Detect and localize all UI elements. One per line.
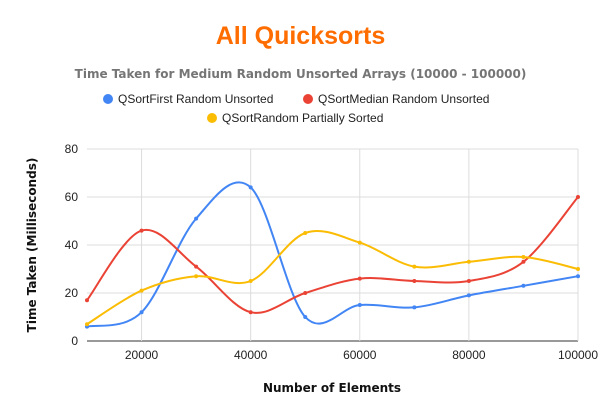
- data-point: [521, 255, 526, 259]
- series-line-3: [86, 230, 579, 326]
- y-axis-ticks: 0 20 40 60 80: [65, 142, 79, 348]
- data-point: [85, 298, 89, 303]
- data-point: [194, 274, 199, 279]
- data-point: [139, 228, 144, 233]
- x-tick-label: 80000: [452, 348, 486, 362]
- series-lines: [86, 181, 579, 328]
- data-point: [357, 276, 362, 281]
- legend-label: QSortRandom Partially Sorted: [222, 111, 383, 125]
- data-point: [139, 288, 144, 293]
- data-point: [248, 310, 253, 315]
- data-point: [412, 279, 417, 283]
- data-point: [357, 240, 362, 245]
- data-point: [357, 303, 362, 307]
- legend-label: QSortMedian Random Unsorted: [318, 92, 489, 106]
- data-point: [521, 283, 526, 288]
- data-point: [85, 322, 89, 327]
- data-point: [194, 264, 199, 269]
- data-point: [194, 216, 199, 221]
- data-point: [466, 293, 471, 298]
- x-tick-label: 40000: [234, 348, 268, 362]
- legend-marker: [103, 94, 113, 104]
- data-point: [576, 274, 580, 279]
- series-line-1: [86, 181, 579, 328]
- data-point: [521, 259, 526, 264]
- data-point: [466, 279, 471, 283]
- data-point: [303, 231, 308, 235]
- data-point: [576, 195, 580, 199]
- chart-subtitle: Time Taken for Medium Random Unsorted Ar…: [74, 67, 527, 81]
- series-points: [85, 185, 580, 329]
- data-point: [466, 259, 471, 264]
- data-point: [576, 267, 580, 271]
- data-point: [248, 279, 253, 283]
- data-point: [139, 310, 144, 315]
- data-point: [412, 264, 417, 269]
- data-point: [412, 305, 417, 310]
- y-axis-title: Time Taken (Milliseconds): [25, 158, 39, 333]
- x-tick-label: 100000: [558, 348, 598, 362]
- data-point: [303, 291, 308, 295]
- x-axis-ticks: 20000 40000 60000 80000 100000: [125, 348, 598, 362]
- legend-label: QSortFirst Random Unsorted: [118, 92, 273, 106]
- chart-title: All Quicksorts: [215, 22, 386, 50]
- legend-marker: [303, 94, 313, 104]
- y-tick-label: 60: [65, 190, 79, 204]
- x-tick-label: 20000: [125, 348, 159, 362]
- x-tick-label: 60000: [343, 348, 377, 362]
- y-tick-label: 40: [65, 238, 79, 252]
- y-tick-label: 80: [65, 142, 79, 156]
- y-tick-label: 0: [71, 334, 78, 348]
- y-tick-label: 20: [65, 286, 79, 300]
- data-point: [303, 315, 308, 319]
- x-axis-title: Number of Elements: [263, 381, 401, 395]
- legend-marker: [207, 113, 217, 123]
- series-line-2: [86, 196, 579, 314]
- gridlines: [87, 148, 579, 342]
- legend: QSortFirst Random Unsorted QSortMedian Ra…: [103, 92, 489, 125]
- data-point: [248, 185, 253, 190]
